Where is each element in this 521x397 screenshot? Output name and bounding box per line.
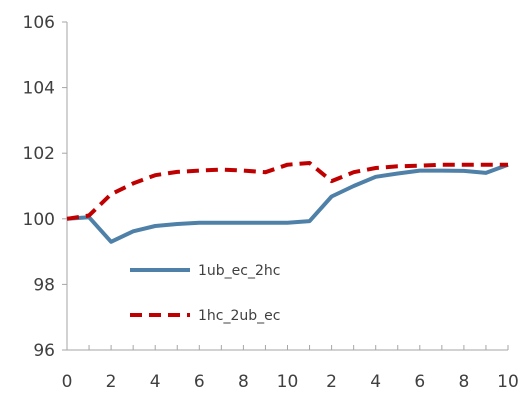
x-tick-label: 10 [497,372,519,392]
x-tick-label: 2 [106,372,117,392]
x-tick-label: 4 [370,372,381,392]
legend-label-2: 1hc_2ub_ec [198,308,280,324]
y-tick-label: 106 [23,13,55,33]
x-tick-label: 8 [458,372,469,392]
x-tick-label: 0 [62,372,73,392]
y-tick-label: 104 [23,79,55,99]
y-tick-label: 96 [33,341,55,361]
y-tick-label: 98 [33,275,55,295]
series-line-1 [66,162,509,244]
x-tick-label: 10 [277,372,299,392]
legend-label-1: 1ub_ec_2hc [198,263,280,279]
series-line-2 [66,161,508,221]
series-lines [66,161,509,244]
x-tick-label: 6 [414,372,425,392]
y-tick-label: 102 [23,144,55,164]
y-tick-label: 100 [23,210,55,230]
legend: 1ub_ec_2hc 1hc_2ub_ec [130,263,280,324]
x-tick-label: 6 [194,372,205,392]
x-tick-label: 8 [238,372,249,392]
x-tick-label: 2 [326,372,337,392]
x-tick-label: 4 [150,372,161,392]
